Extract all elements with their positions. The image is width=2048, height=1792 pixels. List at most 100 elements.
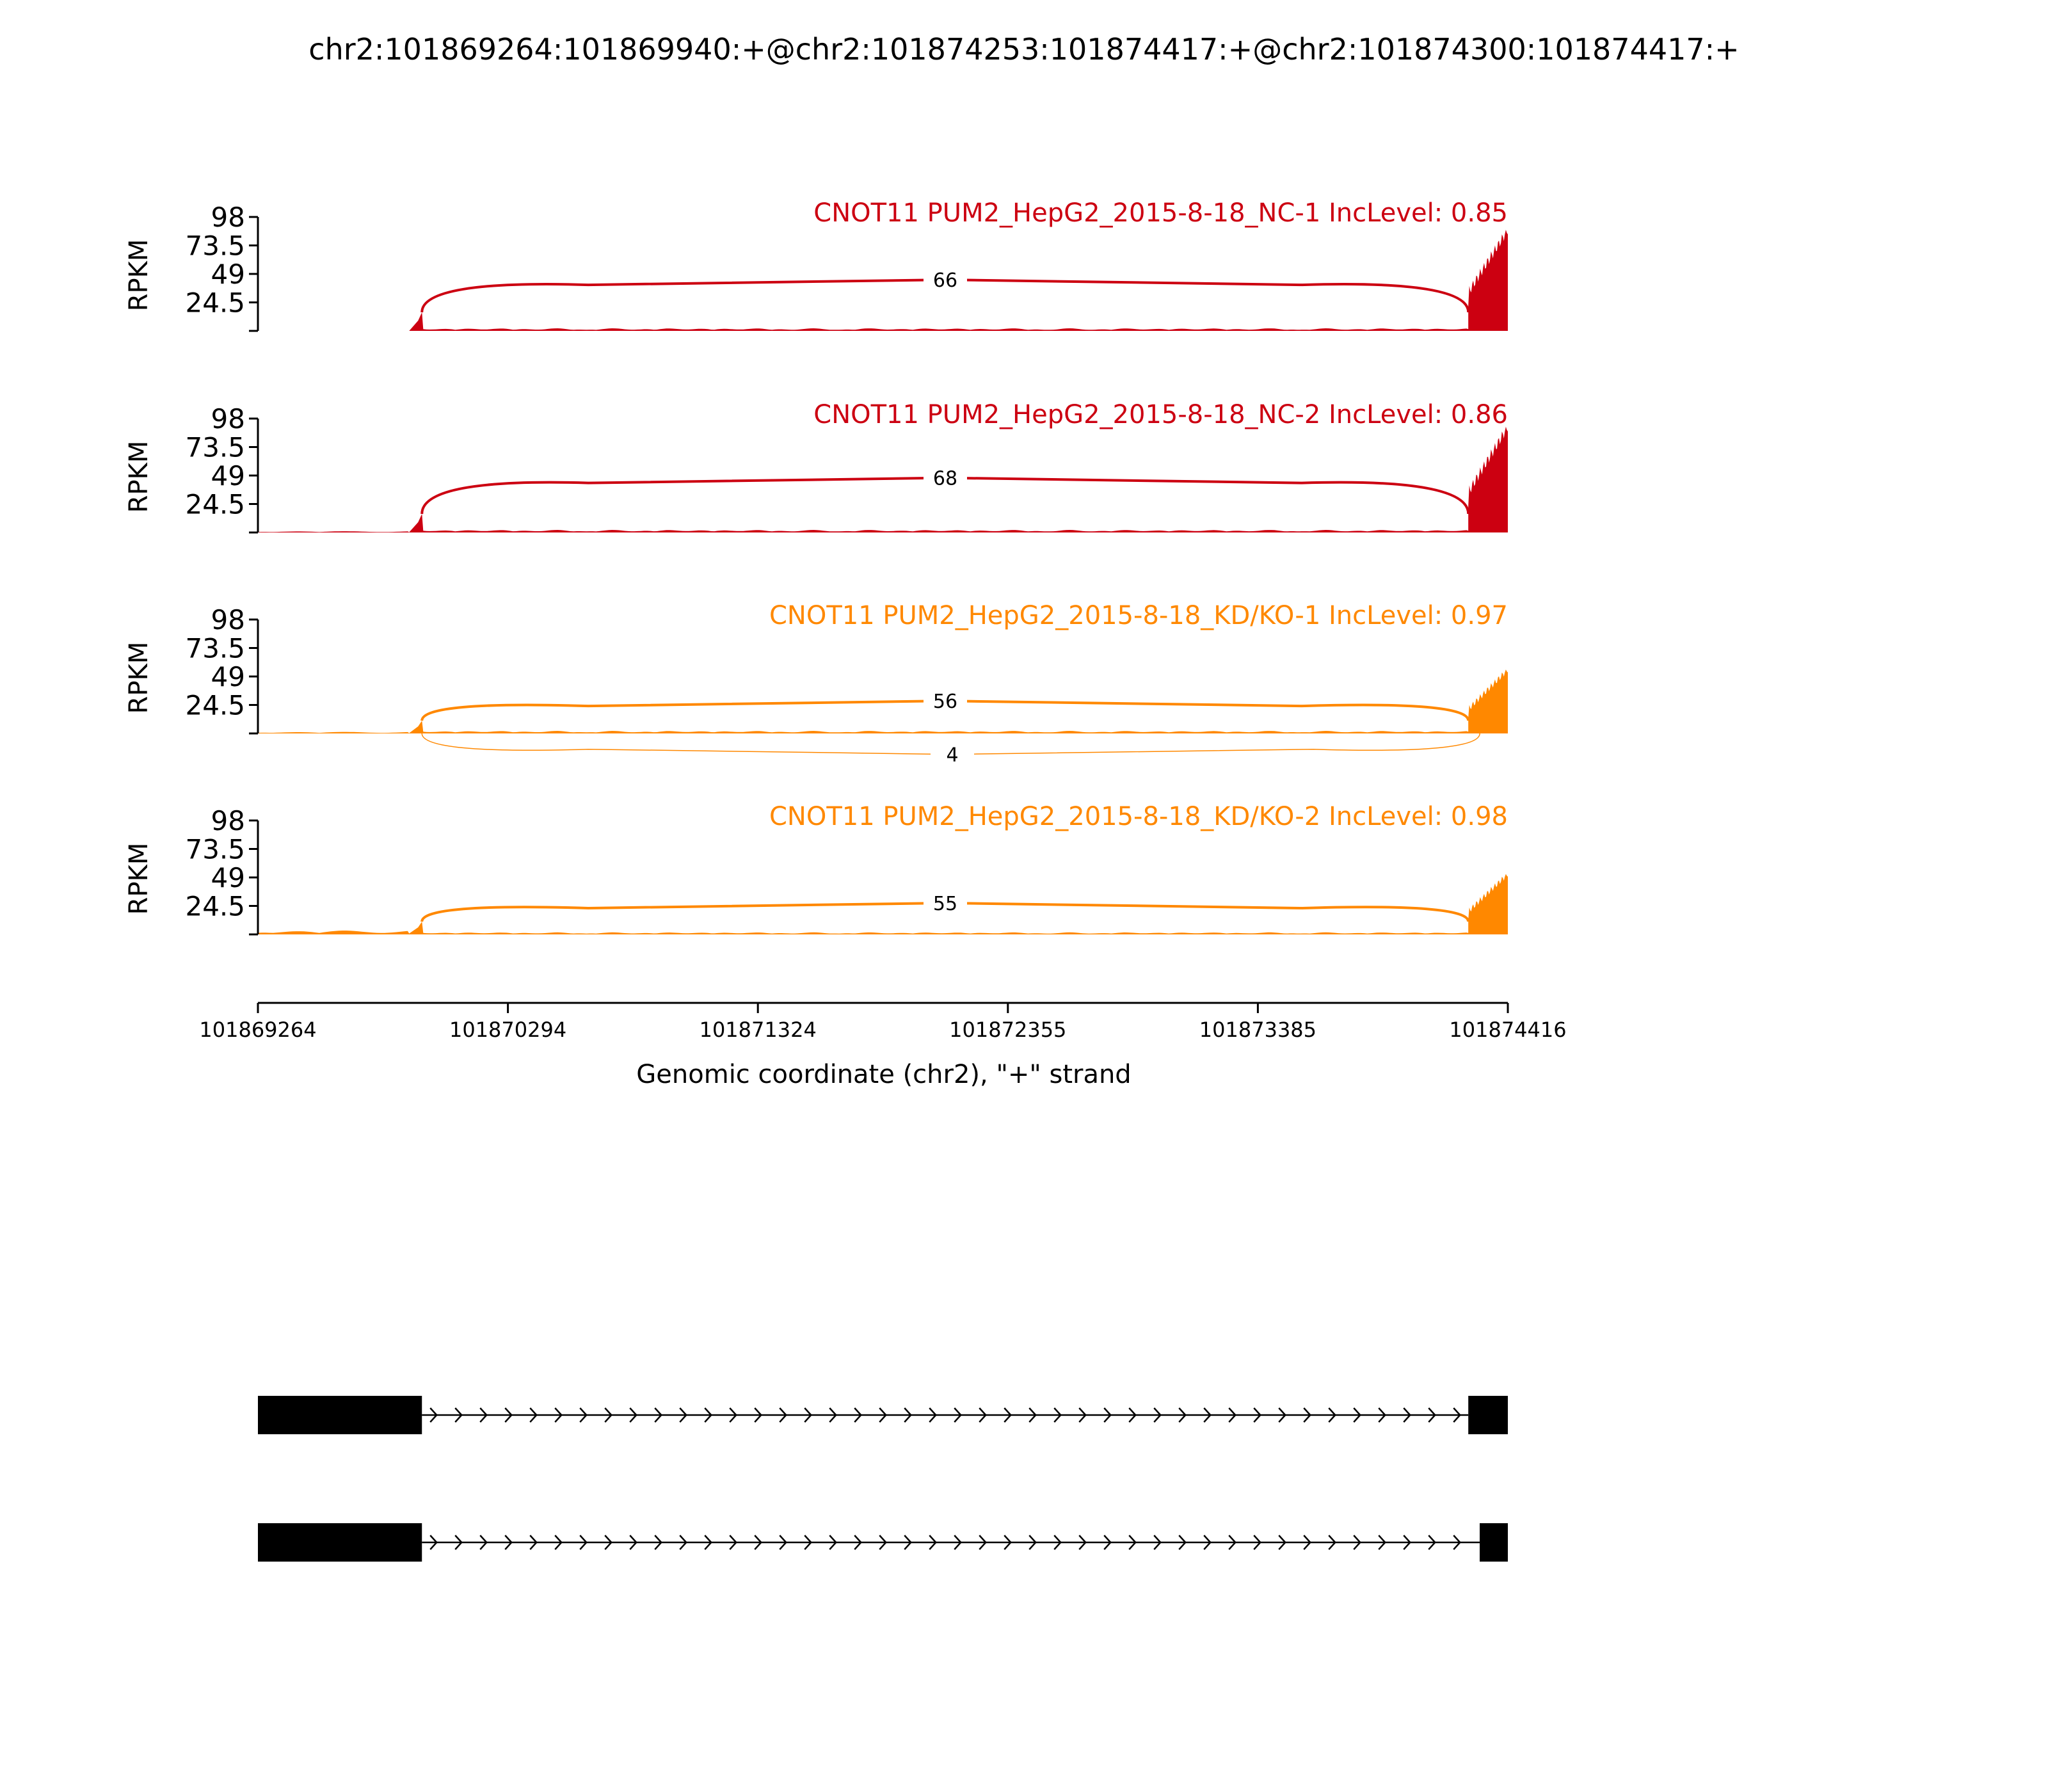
y-tick-label: 98 — [211, 202, 245, 233]
transcript-1 — [258, 1396, 1508, 1434]
strand-arrow — [1128, 1535, 1137, 1550]
strand-arrow — [504, 1535, 513, 1550]
strand-arrow — [1378, 1535, 1386, 1550]
strand-arrow — [854, 1535, 862, 1550]
strand-arrow — [1303, 1407, 1311, 1423]
strand-arrow — [729, 1407, 737, 1423]
strand-arrow — [529, 1407, 538, 1423]
exon-block — [1480, 1523, 1508, 1562]
x-axis-label: Genomic coordinate (chr2), "+" strand — [636, 1060, 1131, 1089]
strand-arrow — [579, 1407, 588, 1423]
strand-arrow — [479, 1407, 488, 1423]
y-axis-label: RPKM — [124, 843, 154, 915]
strand-arrow — [1253, 1535, 1261, 1550]
strand-arrow — [1403, 1407, 1411, 1423]
strand-arrow — [679, 1407, 687, 1423]
strand-arrow — [1153, 1407, 1162, 1423]
strand-arrow — [929, 1535, 937, 1550]
junction-arc: 56 — [420, 689, 1470, 721]
strand-arrow — [904, 1407, 912, 1423]
strand-arrow — [729, 1535, 737, 1550]
strand-arrow — [829, 1407, 837, 1423]
strand-arrow — [754, 1535, 762, 1550]
y-tick-label: 24.5 — [185, 287, 245, 319]
strand-arrow — [1353, 1407, 1361, 1423]
junction-arc: 55 — [420, 891, 1470, 922]
strand-arrow — [1428, 1407, 1436, 1423]
y-tick-label: 24.5 — [185, 489, 245, 520]
strand-arrow — [779, 1535, 787, 1550]
junction-arc: 68 — [420, 466, 1470, 515]
strand-arrow — [979, 1535, 987, 1550]
y-tick-label: 98 — [211, 604, 245, 636]
strand-arrow — [704, 1407, 712, 1423]
figure-title: chr2:101869264:101869940:+@chr2:10187425… — [308, 32, 1739, 67]
strand-arrow — [879, 1407, 887, 1423]
strand-arrow — [579, 1535, 588, 1550]
strand-arrow — [1178, 1535, 1187, 1550]
strand-arrow — [804, 1535, 812, 1550]
strand-arrow — [629, 1535, 637, 1550]
strand-arrow — [1078, 1407, 1087, 1423]
y-tick-label: 73.5 — [185, 230, 245, 262]
strand-arrow — [679, 1535, 687, 1550]
strand-arrow — [654, 1407, 662, 1423]
y-tick-label: 49 — [211, 862, 245, 893]
strand-arrow — [854, 1407, 862, 1423]
strand-arrow — [1203, 1535, 1212, 1550]
strand-arrow — [1403, 1535, 1411, 1550]
junction-label-bg — [924, 268, 967, 292]
strand-arrow — [554, 1407, 563, 1423]
strand-arrow — [629, 1407, 637, 1423]
strand-arrow — [1128, 1407, 1137, 1423]
transcript-models — [258, 1396, 1508, 1562]
track-title: CNOT11 PUM2_HepG2_2015-8-18_KD/KO-1 IncL… — [769, 601, 1508, 630]
strand-arrow — [1103, 1535, 1112, 1550]
strand-arrow — [454, 1407, 463, 1423]
strand-arrow — [654, 1535, 662, 1550]
strand-arrow — [1078, 1535, 1087, 1550]
strand-arrow — [979, 1407, 987, 1423]
junction-arc: 66 — [420, 268, 1470, 313]
y-tick-label: 73.5 — [185, 432, 245, 463]
strand-arrow — [1303, 1535, 1311, 1550]
strand-arrow — [929, 1407, 937, 1423]
transcript-2 — [258, 1523, 1508, 1562]
strand-arrow — [554, 1535, 563, 1550]
strand-arrow — [1328, 1407, 1336, 1423]
y-tick-label: 98 — [211, 805, 245, 836]
strand-arrow — [1278, 1407, 1286, 1423]
strand-arrow — [429, 1407, 438, 1423]
y-tick-label: 49 — [211, 661, 245, 692]
strand-arrow — [504, 1407, 513, 1423]
y-tick-label: 24.5 — [185, 690, 245, 721]
strand-arrow — [1028, 1535, 1037, 1550]
strand-arrow — [779, 1407, 787, 1423]
strand-arrow — [1178, 1407, 1187, 1423]
x-tick-label: 101873385 — [1199, 1018, 1316, 1042]
y-tick-label: 49 — [211, 460, 245, 492]
strand-arrow — [529, 1535, 538, 1550]
strand-arrow — [1053, 1407, 1062, 1423]
junction-label-bg — [924, 689, 967, 713]
x-tick-label: 101870294 — [449, 1018, 566, 1042]
junction-label-bg — [924, 466, 967, 490]
strand-arrow — [429, 1535, 438, 1550]
x-tick-label: 101874416 — [1449, 1018, 1566, 1042]
strand-arrow — [1004, 1535, 1012, 1550]
y-axis-label: RPKM — [124, 441, 154, 513]
x-tick-label: 101872355 — [949, 1018, 1066, 1042]
strand-arrow — [1353, 1535, 1361, 1550]
strand-arrow — [829, 1535, 837, 1550]
y-tick-label: 73.5 — [185, 834, 245, 865]
track-title: CNOT11 PUM2_HepG2_2015-8-18_KD/KO-2 IncL… — [769, 802, 1508, 831]
strand-arrow — [454, 1535, 463, 1550]
y-tick-label: 73.5 — [185, 633, 245, 664]
